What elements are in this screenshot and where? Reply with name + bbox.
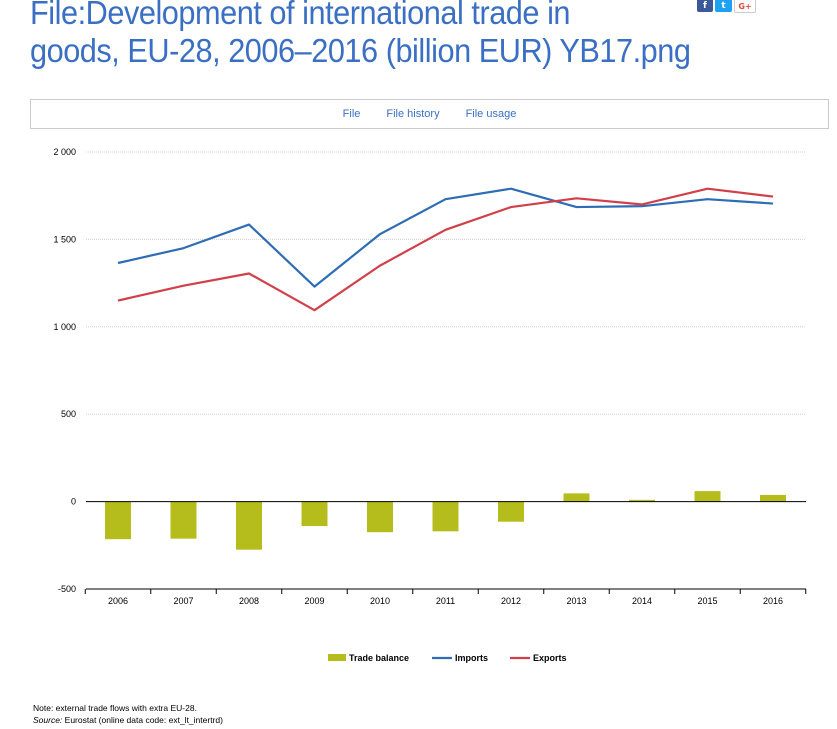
facebook-icon[interactable]: f <box>697 0 713 12</box>
tab-file[interactable]: File <box>342 108 361 120</box>
x-tick-label: 2009 <box>304 596 324 606</box>
bar-trade-balance <box>432 501 459 532</box>
x-tick-label: 2014 <box>632 596 652 606</box>
legend-label-trade-balance: Trade balance <box>349 653 409 663</box>
bar-trade-balance <box>694 491 721 502</box>
x-tick-label: 2013 <box>566 596 586 606</box>
page-title-line-2: goods, EU-28, 2006–2016 (billion EUR) YB… <box>30 32 691 69</box>
twitter-icon[interactable]: t <box>715 0 732 12</box>
google-plus-icon[interactable]: G+ <box>734 0 756 13</box>
bar-trade-balance <box>105 501 131 540</box>
y-tick-label: -500 <box>58 584 76 594</box>
legend-label-exports: Exports <box>533 653 567 663</box>
bar-trade-balance <box>563 493 590 502</box>
social-share-bar: f t G+ <box>697 0 756 13</box>
page-title: File:Development of international trade … <box>30 0 691 70</box>
page-title-line-1: File:Development of international trade … <box>30 0 571 31</box>
legend-label-imports: Imports <box>455 653 488 663</box>
footnote-note: Note: external trade flows with extra EU… <box>33 703 197 713</box>
bar-trade-balance <box>301 501 328 527</box>
tab-file-usage[interactable]: File usage <box>465 108 517 120</box>
footnote: Note: external trade flows with extra EU… <box>33 702 223 726</box>
x-tick-label: 2010 <box>370 596 390 606</box>
line-exports <box>117 187 774 312</box>
x-tick-label: 2011 <box>436 596 455 606</box>
x-tick-label: 2012 <box>501 596 521 606</box>
bar-trade-balance <box>236 501 262 550</box>
bar-trade-balance <box>170 501 197 539</box>
y-tick-label: 1 500 <box>53 234 76 244</box>
y-tick-label: 2 000 <box>53 147 76 157</box>
legend-swatch-trade-balance <box>328 654 346 661</box>
bar-trade-balance <box>498 501 524 522</box>
source-text: Eurostat (online data code: ext_lt_inter… <box>62 715 223 725</box>
bar-trade-balance <box>629 499 655 502</box>
x-tick-label: 2006 <box>108 596 128 606</box>
bar-trade-balance <box>760 494 786 502</box>
file-tabs: File File history File usage <box>30 99 829 129</box>
x-tick-label: 2016 <box>763 596 783 606</box>
source-label: Source: <box>33 715 63 725</box>
x-tick-label: 2007 <box>173 596 193 606</box>
y-tick-label: 500 <box>61 409 76 419</box>
x-tick-label: 2008 <box>239 596 259 606</box>
y-tick-label: 0 <box>71 497 76 507</box>
line-imports <box>117 187 774 288</box>
bar-trade-balance <box>367 501 393 533</box>
tab-file-history[interactable]: File history <box>386 108 440 120</box>
y-tick-label: 1 000 <box>53 322 76 332</box>
x-tick-label: 2015 <box>697 596 717 606</box>
trade-chart: -500 0 500 1 000 1 500 2 000 2006 2007 2008 2009 2… <box>53 147 807 663</box>
footnote-source: Source: Eurostat (online data code: ext_… <box>33 714 223 726</box>
